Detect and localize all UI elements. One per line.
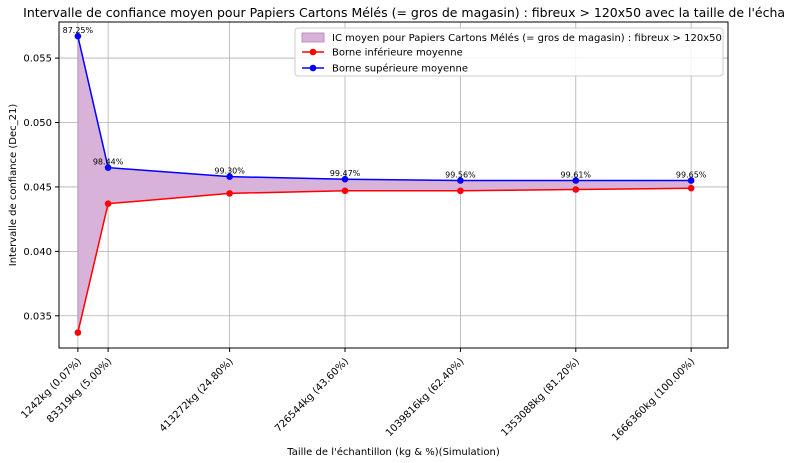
coverage-label: 99.47% <box>330 169 361 178</box>
legend-marker-1 <box>309 64 317 72</box>
y-axis-label: Intervalle de confiance (Dec_21) <box>8 104 19 267</box>
y-tick-label: 0.045 <box>23 182 52 193</box>
x-axis-label: Taille de l'échantillon (kg & %)(Simulat… <box>286 446 500 458</box>
data-point-1-1 <box>104 164 112 171</box>
legend: IC moyen pour Papiers Cartons Mélés (= g… <box>294 27 724 77</box>
legend-box <box>294 27 724 77</box>
x-tick-label: 726544kg (43.60%) <box>273 356 351 434</box>
y-tick-label: 0.035 <box>23 311 52 322</box>
data-point-0-2 <box>226 190 233 197</box>
data-point-0-1 <box>104 200 112 207</box>
data-point-1-0 <box>74 32 82 40</box>
legend-label-1: Borne supérieure moyenne <box>332 63 468 75</box>
y-tick-label: 0.050 <box>23 118 52 129</box>
legend-fill-swatch <box>301 32 325 43</box>
legend-marker-0 <box>309 48 317 56</box>
series-line-0 <box>77 187 692 333</box>
chart-title: Intervalle de confiance moyen pour Papie… <box>23 5 786 20</box>
x-tick-label: 1039816kg (62.40%) <box>384 356 467 439</box>
plot-area: 87.25% 98.44% 99.30% 99.47% 99.56% 99.61% 99.6… <box>19 21 729 443</box>
confidence-band <box>77 36 692 333</box>
data-point-1-5 <box>572 177 580 184</box>
y-tick-label: 0.055 <box>23 54 52 65</box>
legend-fill-label: IC moyen pour Papiers Cartons Mélés (= g… <box>332 32 722 44</box>
legend-label-0: Borne inférieure moyenne <box>332 47 463 59</box>
data-point-0-3 <box>341 187 349 195</box>
data-point-1-6 <box>687 177 695 184</box>
data-point-0-0 <box>74 329 82 336</box>
data-point-1-2 <box>226 173 233 180</box>
x-tick-label: 1666360kg (100.00%) <box>610 356 697 443</box>
coverage-label: 98.44% <box>93 158 124 167</box>
data-point-0-6 <box>687 184 695 192</box>
data-point-0-5 <box>572 186 580 193</box>
data-point-0-4 <box>457 187 464 195</box>
data-point-1-4 <box>457 177 464 184</box>
plot-frame <box>58 21 729 349</box>
x-tick-label: 413272kg (24.80%) <box>158 356 236 434</box>
coverage-label: 87.25% <box>63 26 94 35</box>
coverage-label: 99.61% <box>561 170 592 179</box>
x-tick-label: 1353088kg (81.20%) <box>499 356 582 439</box>
coverage-label: 99.30% <box>214 167 245 176</box>
y-tick-label: 0.040 <box>23 247 52 258</box>
coverage-label: 99.56% <box>445 170 476 179</box>
coverage-label: 99.65% <box>676 170 707 179</box>
data-point-1-3 <box>341 175 349 183</box>
